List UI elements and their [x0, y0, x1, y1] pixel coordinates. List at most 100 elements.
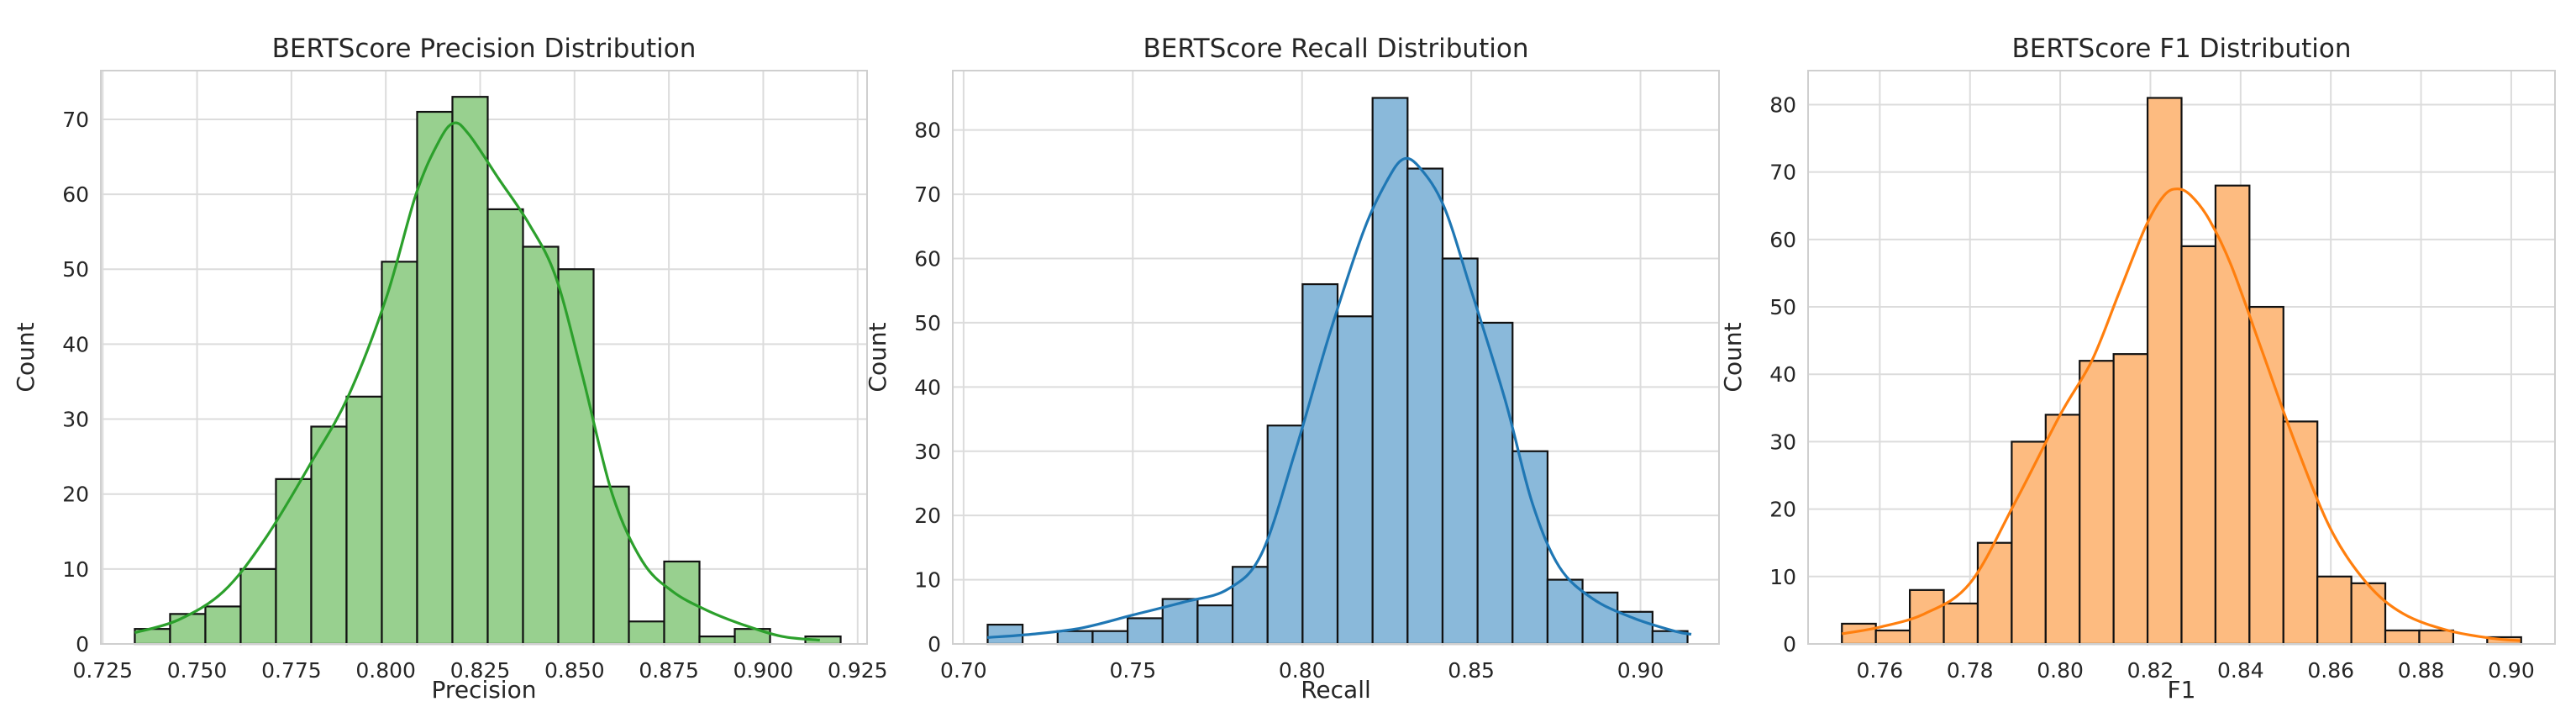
histogram-bar	[2418, 629, 2454, 646]
x-axis-label: Precision	[432, 676, 537, 704]
histogram-bar	[204, 605, 242, 646]
x-tick-label: 0.925	[828, 658, 888, 683]
histogram-bar	[1874, 629, 1911, 646]
histogram-bar	[1336, 315, 1374, 646]
x-tick-label: 0.775	[261, 658, 322, 683]
histogram-bar	[1943, 602, 1979, 646]
histogram-bar	[2044, 414, 2081, 646]
kde-curve	[986, 156, 1692, 639]
histogram-bar	[2011, 440, 2047, 646]
axes-frame	[952, 70, 1720, 645]
y-tick-label: 50	[62, 257, 89, 282]
y-tick-label: 10	[62, 557, 89, 582]
histogram-bar	[1301, 282, 1339, 646]
y-tick-label: 20	[914, 504, 941, 528]
histogram-bar	[310, 425, 348, 646]
y-axis-label: Count	[1719, 322, 1747, 392]
x-axis-label: Recall	[1301, 676, 1371, 704]
y-axis-label: Count	[12, 322, 39, 392]
y-tick-label: 30	[62, 408, 89, 432]
y-tick-label: 0	[76, 632, 89, 657]
histogram-bar	[2180, 245, 2217, 646]
histogram-bar	[557, 268, 595, 646]
histogram-bar	[1196, 604, 1234, 646]
y-tick-label: 30	[1769, 430, 1796, 454]
y-tick-label: 40	[62, 332, 89, 356]
histogram-bar	[1371, 97, 1409, 646]
y-tick-label: 10	[1769, 565, 1796, 589]
y-tick-label: 60	[62, 182, 89, 207]
histogram-bar	[1056, 630, 1094, 646]
histogram-bar	[1511, 450, 1549, 646]
x-tick-label: 0.78	[1947, 658, 1994, 683]
histogram-bar	[2214, 184, 2251, 646]
histogram-bar	[2248, 305, 2284, 646]
x-tick-label: 0.88	[2398, 658, 2445, 683]
y-tick-label: 70	[62, 108, 89, 132]
histogram-bar	[1406, 167, 1444, 646]
histogram-bar	[381, 261, 418, 646]
x-tick-label: 0.900	[733, 658, 794, 683]
y-tick-label: 20	[1769, 498, 1796, 522]
histogram-bar	[1617, 610, 1653, 646]
chart-title: BERTScore Recall Distribution	[1143, 34, 1529, 64]
y-tick-label: 60	[1769, 228, 1796, 252]
x-tick-label: 0.800	[355, 658, 416, 683]
x-tick-label: 0.84	[2217, 658, 2264, 683]
y-tick-label: 80	[1769, 92, 1796, 117]
y-tick-label: 30	[914, 440, 941, 464]
histogram-bar	[2384, 629, 2421, 646]
kde-curve	[1842, 187, 2521, 642]
y-axis-label: Count	[864, 322, 891, 392]
x-tick-label: 0.70	[940, 658, 987, 683]
y-tick-label: 0	[928, 632, 941, 657]
histogram-bar	[345, 395, 383, 646]
y-tick-label: 40	[1769, 362, 1796, 387]
histogram-bar	[1476, 321, 1514, 646]
histogram-bar	[1231, 566, 1269, 646]
y-tick-label: 80	[914, 119, 941, 143]
histogram-bar	[522, 245, 560, 646]
y-tick-label: 40	[914, 375, 941, 399]
x-tick-label: 0.750	[167, 658, 228, 683]
axes-frame	[1807, 70, 2556, 645]
y-tick-label: 0	[1783, 632, 1796, 657]
x-tick-label: 0.850	[544, 658, 605, 683]
y-tick-label: 50	[914, 311, 941, 335]
x-tick-label: 0.75	[1109, 658, 1156, 683]
histogram-bar	[592, 485, 630, 646]
histogram-bar	[1976, 541, 2013, 646]
histogram-bar	[1546, 578, 1584, 646]
x-tick-label: 0.80	[2037, 658, 2084, 683]
histogram-bar	[628, 620, 665, 646]
histogram-bar	[275, 477, 313, 646]
histogram-bar	[2146, 97, 2183, 646]
histogram-bar	[451, 96, 489, 646]
chart-title: BERTScore Precision Distribution	[272, 34, 697, 64]
y-tick-label: 60	[914, 247, 941, 272]
histogram-bar	[169, 613, 207, 646]
histogram-bar	[1581, 591, 1619, 646]
histogram-bar	[1127, 617, 1164, 646]
x-tick-label: 0.82	[2127, 658, 2174, 683]
recall-histogram-panel: BERTScore Recall Distribution Recall Cou…	[864, 34, 1720, 704]
histogram-bar	[416, 110, 454, 646]
x-tick-label: 0.90	[1617, 658, 1664, 683]
y-tick-label: 10	[914, 568, 941, 593]
f1-histogram-panel: BERTScore F1 Distribution F1 Count 0.76 0…	[1719, 34, 2556, 704]
x-tick-label: 0.80	[1279, 658, 1326, 683]
x-tick-label: 0.85	[1448, 658, 1495, 683]
axes-frame	[100, 70, 868, 645]
histogram-bar	[1266, 425, 1304, 646]
histogram-bar	[1441, 257, 1479, 646]
histogram-bar	[663, 560, 701, 646]
x-tick-label: 0.725	[72, 658, 133, 683]
x-axis-label: F1	[2168, 676, 2196, 704]
x-tick-label: 0.86	[2307, 658, 2354, 683]
histogram-bar	[698, 635, 736, 646]
histogram-bar	[1091, 630, 1129, 646]
x-tick-label: 0.76	[1857, 658, 1904, 683]
histogram-bar	[2316, 575, 2353, 646]
kde-curve	[134, 121, 820, 642]
